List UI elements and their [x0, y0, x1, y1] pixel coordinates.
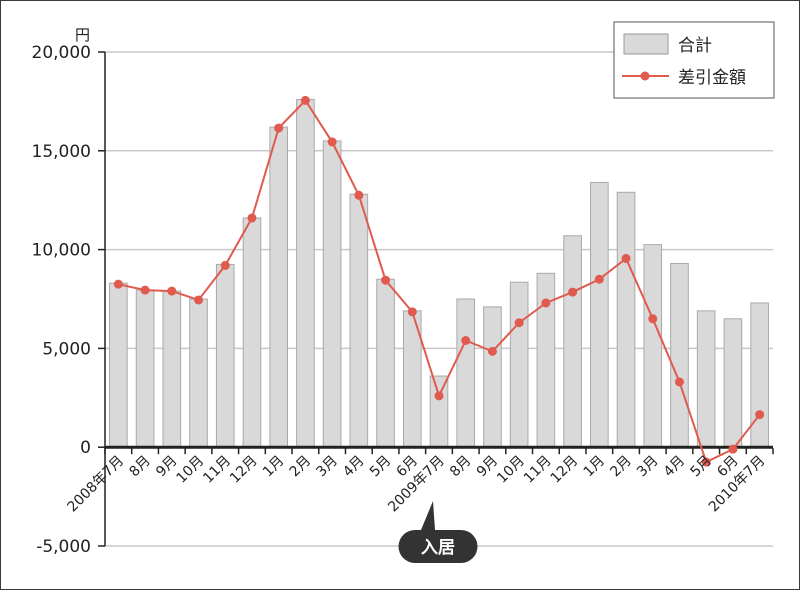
x-tick-label: 8月 — [126, 453, 154, 481]
x-tick-label: 10月 — [174, 453, 208, 487]
x-tick-label: 4月 — [340, 453, 368, 481]
line-point — [728, 444, 738, 454]
x-tick-label: 1月 — [581, 453, 609, 481]
line-point — [514, 318, 524, 328]
callout-label: 入居 — [421, 538, 455, 558]
x-tick-label: 1月 — [260, 453, 288, 481]
line-point — [300, 95, 310, 105]
x-tick-label: 10月 — [494, 453, 528, 487]
bar — [162, 290, 182, 448]
x-tick-label: 11月 — [521, 453, 555, 487]
bar — [696, 310, 716, 448]
y-tick-label: 0 — [80, 438, 91, 458]
bar — [750, 302, 769, 448]
x-tick-label: 12月 — [227, 453, 261, 487]
line-point — [167, 286, 177, 296]
line-point — [381, 275, 391, 285]
line-point — [407, 307, 417, 317]
bar — [349, 193, 369, 448]
line-point — [327, 137, 337, 147]
line-point — [274, 123, 284, 133]
line-point — [594, 274, 604, 284]
line-point — [113, 279, 123, 289]
line-point — [140, 285, 150, 295]
line-point — [434, 391, 444, 401]
x-tick-label: 2008年7月 — [65, 453, 128, 516]
x-tick-label: 2月 — [607, 453, 635, 481]
legend-swatch-marker — [640, 71, 650, 81]
bar — [643, 244, 663, 448]
bar — [670, 262, 689, 448]
line-point — [220, 260, 230, 270]
y-axis-labels: -5,000 0 5,000 10,000 15,000 20,000 — [32, 43, 91, 557]
line-point — [194, 295, 204, 305]
y-tick-label: 10,000 — [32, 241, 91, 261]
legend-label-net: 差引金額 — [678, 68, 746, 88]
bar — [723, 318, 743, 448]
x-tick-label: 5月 — [367, 453, 395, 481]
x-tick-label: 5月 — [688, 453, 716, 481]
bar — [563, 235, 582, 448]
bar — [429, 375, 449, 448]
x-tick-label: 11月 — [200, 453, 234, 487]
line-series — [113, 95, 765, 467]
bar — [269, 126, 288, 448]
x-tick-label: 2月 — [287, 453, 315, 481]
line-point — [701, 457, 711, 467]
y-axis-unit: 円 — [75, 26, 90, 44]
x-tick-label: 12月 — [548, 453, 582, 487]
x-tick-label: 4月 — [661, 453, 689, 481]
bar — [509, 281, 529, 448]
callout-shape — [398, 501, 478, 563]
line-point — [487, 346, 497, 356]
bar — [483, 306, 502, 448]
legend-label-total: 合計 — [678, 36, 712, 56]
legend: 合計 差引金額 — [613, 21, 775, 99]
line-point — [648, 314, 658, 324]
bar — [322, 140, 342, 448]
annotation-callout: 入居 — [398, 501, 478, 563]
bar — [242, 217, 262, 448]
y-tick-label: 5,000 — [42, 339, 91, 359]
line-point — [755, 410, 765, 420]
y-tick-label: 20,000 — [32, 43, 91, 63]
x-tick-label: 8月 — [447, 453, 475, 481]
legend-swatch-bar — [623, 33, 669, 55]
bar — [376, 278, 395, 448]
line-point — [674, 377, 684, 387]
bar — [590, 181, 609, 448]
bar — [109, 282, 128, 448]
y-tick-label: -5,000 — [36, 537, 91, 557]
line-point — [461, 335, 471, 345]
bar — [189, 298, 208, 448]
bar — [296, 98, 315, 448]
line-point — [541, 298, 551, 308]
x-tick-label: 3月 — [634, 453, 662, 481]
y-tick-label: 15,000 — [32, 142, 91, 162]
bar — [616, 191, 636, 448]
x-tick-label: 3月 — [313, 453, 341, 481]
bar — [215, 263, 235, 448]
line-point — [354, 190, 364, 200]
axes — [104, 52, 774, 546]
line-point — [568, 287, 578, 297]
bar — [135, 289, 155, 448]
line-point — [621, 253, 631, 263]
line-point — [247, 213, 257, 223]
bar — [456, 298, 476, 448]
